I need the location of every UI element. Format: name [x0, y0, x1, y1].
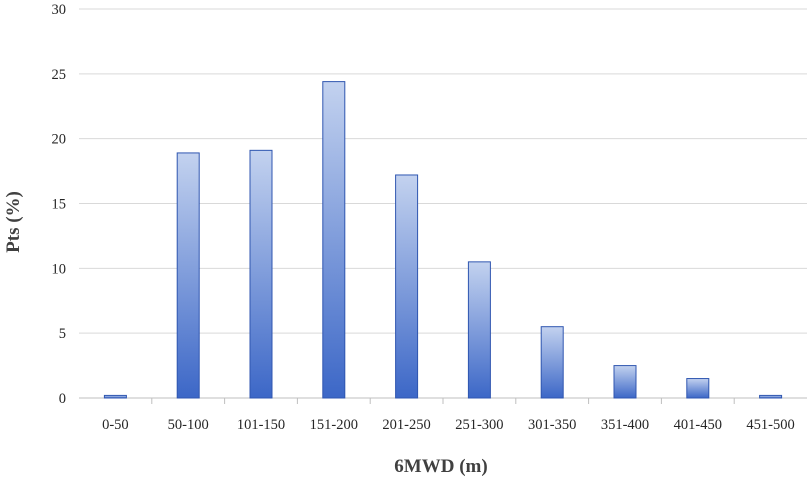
bar-101-150 — [249, 149, 273, 399]
bars — [103, 81, 783, 399]
x-tick-label: 251-300 — [455, 417, 503, 433]
bar-50-100 — [176, 152, 200, 399]
x-tick-label: 351-400 — [601, 417, 649, 433]
y-tick-label: 25 — [52, 67, 67, 83]
bar-401-450 — [686, 378, 710, 399]
x-tick-label: 451-500 — [746, 417, 794, 433]
y-tick-labels: 0 5 10 15 20 25 30 — [52, 2, 67, 407]
y-axis-title: Pts (%) — [3, 191, 24, 253]
y-tick-label: 15 — [52, 197, 67, 213]
y-tick-label: 10 — [52, 261, 67, 277]
bar-451-500 — [759, 394, 783, 399]
bar-301-350 — [540, 326, 564, 399]
x-tick-label: 201-250 — [382, 417, 430, 433]
bar-351-400 — [613, 365, 637, 399]
bar-251-300 — [467, 261, 491, 399]
bar-201-250 — [395, 174, 419, 399]
x-tick-label: 50-100 — [168, 417, 209, 433]
x-tick-label: 101-150 — [237, 417, 285, 433]
y-tick-label: 0 — [59, 391, 66, 407]
x-tick-labels: 0-50 50-100 101-150 151-200 201-250 251-300 30… — [102, 417, 795, 433]
x-tick-label: 401-450 — [674, 417, 722, 433]
x-axis-title: 6MWD (m) — [394, 456, 487, 477]
x-tick-label: 151-200 — [310, 417, 358, 433]
y-tick-label: 30 — [52, 2, 67, 18]
y-tick-label: 20 — [52, 132, 67, 148]
bar-0-50 — [103, 394, 127, 399]
gridlines — [79, 8, 807, 404]
x-tick-label: 0-50 — [102, 417, 129, 433]
x-tick-label: 301-350 — [528, 417, 576, 433]
y-tick-label: 5 — [59, 326, 66, 342]
bar-151-200 — [322, 81, 346, 399]
